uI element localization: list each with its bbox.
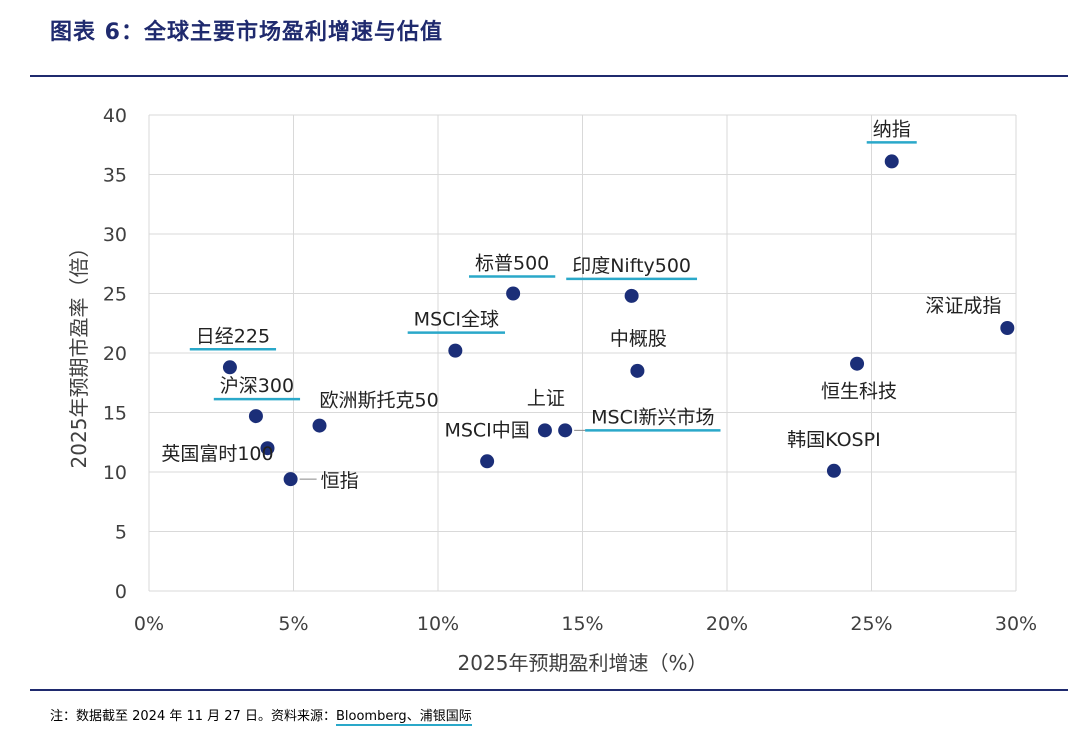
x-axis-label: 2025年预期盈利增速（%）	[458, 651, 708, 675]
y-tick-label: 30	[103, 224, 127, 246]
y-tick-label: 35	[103, 165, 127, 187]
point-label: 恒指	[321, 470, 359, 492]
data-point	[448, 343, 463, 358]
y-tick-label: 5	[115, 522, 127, 544]
data-point	[222, 360, 237, 375]
data-point	[312, 418, 327, 433]
x-tick-label: 0%	[134, 613, 164, 635]
data-point	[630, 363, 645, 378]
y-tick-label: 20	[103, 343, 127, 365]
point-label: 欧洲斯托克50	[320, 390, 439, 412]
data-point	[1000, 321, 1015, 336]
x-tick-label: 20%	[706, 613, 748, 635]
data-point	[248, 409, 263, 424]
footnote-source: Bloomberg、浦银国际	[335, 709, 472, 726]
point-label: MSCI中国	[444, 419, 529, 441]
data-point	[506, 286, 521, 301]
point-label: 韩国KOSPI	[787, 429, 881, 451]
x-tick-label: 25%	[850, 613, 892, 635]
point-label: 英国富时100	[161, 443, 273, 465]
point-label: 上证	[527, 387, 565, 409]
data-point	[558, 423, 573, 438]
footnote: 注：数据截至 2024 年 11 月 27 日。资料来源：Bloomberg、浦…	[50, 705, 472, 726]
footnote-prefix: 注：数据截至 2024 年 11 月 27 日。资料来源：	[50, 709, 336, 724]
y-axis-label: 2025年预期市盈率（倍）	[67, 238, 91, 469]
y-tick-label: 10	[103, 462, 127, 484]
point-label: 纳指	[873, 118, 911, 140]
grid-lines	[148, 114, 1017, 592]
point-label: 沪深300	[220, 375, 294, 397]
data-point	[283, 472, 298, 487]
point-label: 恒生科技	[821, 381, 897, 403]
data-point	[480, 454, 495, 469]
bottom-rule	[30, 689, 1068, 691]
point-label: 标普500	[475, 253, 549, 275]
y-tick-label: 25	[103, 284, 127, 306]
point-label: 深证成指	[925, 295, 1001, 317]
y-tick-label: 15	[103, 403, 127, 425]
y-tick-label: 0	[115, 581, 127, 603]
data-point	[537, 423, 552, 438]
x-tick-label: 5%	[278, 613, 308, 635]
point-label: 日经225	[196, 325, 270, 347]
data-point	[850, 356, 865, 371]
data-point	[826, 463, 841, 478]
x-tick-label: 30%	[995, 613, 1037, 635]
point-label: MSCI全球	[414, 309, 499, 331]
point-label: 印度Nifty500	[572, 255, 691, 277]
point-label: 中概股	[610, 328, 667, 350]
data-points	[222, 154, 1015, 487]
data-point	[884, 154, 899, 169]
y-axis-ticks: 0 5 10 15 20 25 30 35 40	[103, 105, 127, 603]
x-tick-label: 10%	[417, 613, 459, 635]
data-point	[624, 288, 639, 303]
point-label: MSCI新兴市场	[591, 406, 714, 428]
x-axis-ticks: 0% 5% 10% 15% 20% 25% 30%	[134, 613, 1037, 635]
x-tick-label: 15%	[561, 613, 603, 635]
figure-title: 图表 6：全球主要市场盈利增速与估值	[50, 20, 443, 45]
y-tick-label: 40	[103, 105, 127, 127]
data-point	[260, 441, 275, 456]
top-rule	[30, 75, 1068, 77]
